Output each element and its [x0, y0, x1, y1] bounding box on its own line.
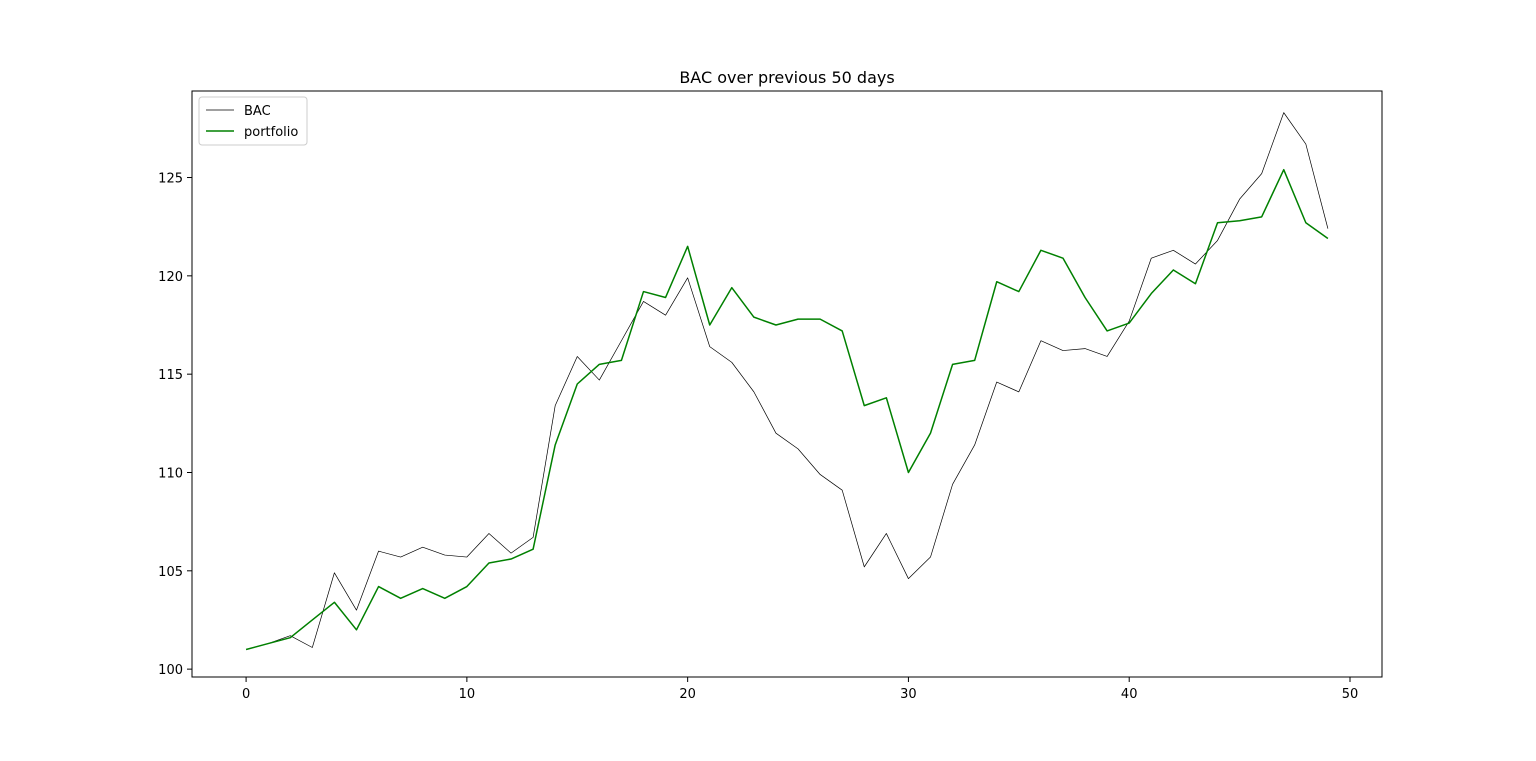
chart-title: BAC over previous 50 days	[679, 68, 894, 87]
legend: BAC portfolio	[198, 96, 308, 146]
x-tick-label: 50	[1342, 687, 1359, 702]
y-tick-label: 115	[158, 368, 183, 383]
y-tick-label: 110	[158, 466, 183, 481]
x-tick-label: 40	[1121, 687, 1138, 702]
legend-box	[198, 96, 308, 146]
x-tick-label: 30	[900, 687, 917, 702]
y-tick-label: 125	[158, 172, 183, 187]
y-tick-label: 120	[158, 270, 183, 285]
series-line-portfolio	[245, 168, 1329, 651]
x-tick-label: 20	[679, 687, 696, 702]
y-tick-label: 100	[158, 663, 183, 678]
legend-label-bac: BAC	[244, 104, 271, 119]
x-tick-label: 0	[242, 687, 250, 702]
series-layer	[245, 112, 1329, 651]
legend-label-portfolio: portfolio	[244, 125, 298, 140]
plot-frame	[191, 90, 1383, 678]
axes-layer: 0 10 20 30 40 50 100 105 110 115 120 125	[158, 172, 1358, 702]
y-tick-label: 105	[158, 565, 183, 580]
x-tick-label: 10	[459, 687, 476, 702]
series-line-bac	[245, 112, 1329, 650]
